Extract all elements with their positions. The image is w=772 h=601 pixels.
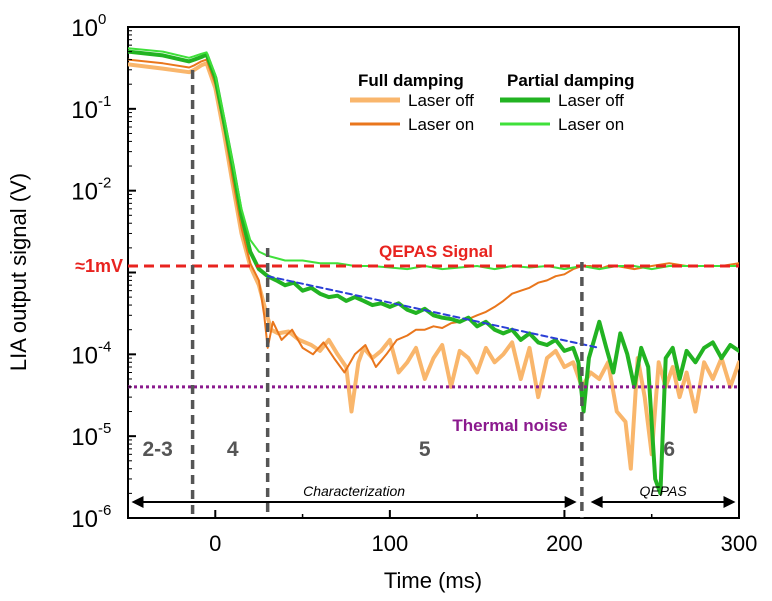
y-tick-label-2: 10 xyxy=(71,179,98,206)
x-tick-label-0: 0 xyxy=(209,531,221,556)
reference-lines: QEPAS Signal Thermal noise ≈1mV xyxy=(75,242,739,435)
y-tick-label-4: 10 xyxy=(71,424,98,451)
y-tick-exponent-0: 0 xyxy=(98,11,106,28)
arrow-head-right-1 xyxy=(723,496,736,508)
phase-label-3: 6 xyxy=(663,438,675,461)
phase-lines xyxy=(190,70,584,518)
x-tick-label-2: 200 xyxy=(546,531,583,556)
thermal-noise-label: Thermal noise xyxy=(452,416,567,435)
legend-label-2: Laser off xyxy=(558,91,624,110)
legend: Full damping Partial damping Laser offLa… xyxy=(350,71,635,134)
y-tick-exponent-4: -5 xyxy=(98,420,111,437)
series-line-4 xyxy=(266,275,601,349)
arrow-label-0: Characterization xyxy=(303,483,405,499)
y-tick-label-0: 10 xyxy=(71,15,98,42)
legend-entries: Laser off Laser on Laser off Laser on xyxy=(350,91,624,134)
legend-title-full: Full damping xyxy=(358,71,464,90)
arrow-head-left-1 xyxy=(590,496,603,508)
legend-label-1: Laser on xyxy=(408,115,474,134)
series-line-2 xyxy=(128,49,739,496)
y-tick-exponent-2: -2 xyxy=(98,175,111,192)
arrow-head-left-0 xyxy=(131,496,144,508)
arrow-label-1: QEPAS xyxy=(639,483,687,499)
y-axis-title: LIA output signal (V) xyxy=(6,173,31,371)
legend-label-0: Laser off xyxy=(408,91,474,110)
phase-label-2: 5 xyxy=(419,438,431,461)
plot-frame xyxy=(127,26,740,519)
phase-label-1: 4 xyxy=(227,438,239,461)
x-axis-title: Time (ms) xyxy=(384,568,482,593)
y-tick-label-3: 10 xyxy=(71,342,98,369)
legend-title-partial: Partial damping xyxy=(507,71,635,90)
arrow-head-right-0 xyxy=(564,496,577,508)
y-tick-label-5: 10 xyxy=(71,506,98,533)
x-tick-label-3: 300 xyxy=(721,531,758,556)
y-tick-label-1: 10 xyxy=(71,97,98,124)
y-tick-exponent-5: -6 xyxy=(98,502,111,519)
phase-label-0: 2-3 xyxy=(142,438,172,461)
one-mv-label: ≈1mV xyxy=(75,256,123,276)
y-tick-exponent-3: -4 xyxy=(98,338,111,355)
annotations: 2-3 4 5 6 Characterization QEPAS xyxy=(131,438,736,508)
x-tick-label-1: 100 xyxy=(371,531,408,556)
legend-label-3: Laser on xyxy=(558,115,624,134)
y-tick-exponent-1: -1 xyxy=(98,93,111,110)
qepas-signal-label: QEPAS Signal xyxy=(379,242,493,261)
